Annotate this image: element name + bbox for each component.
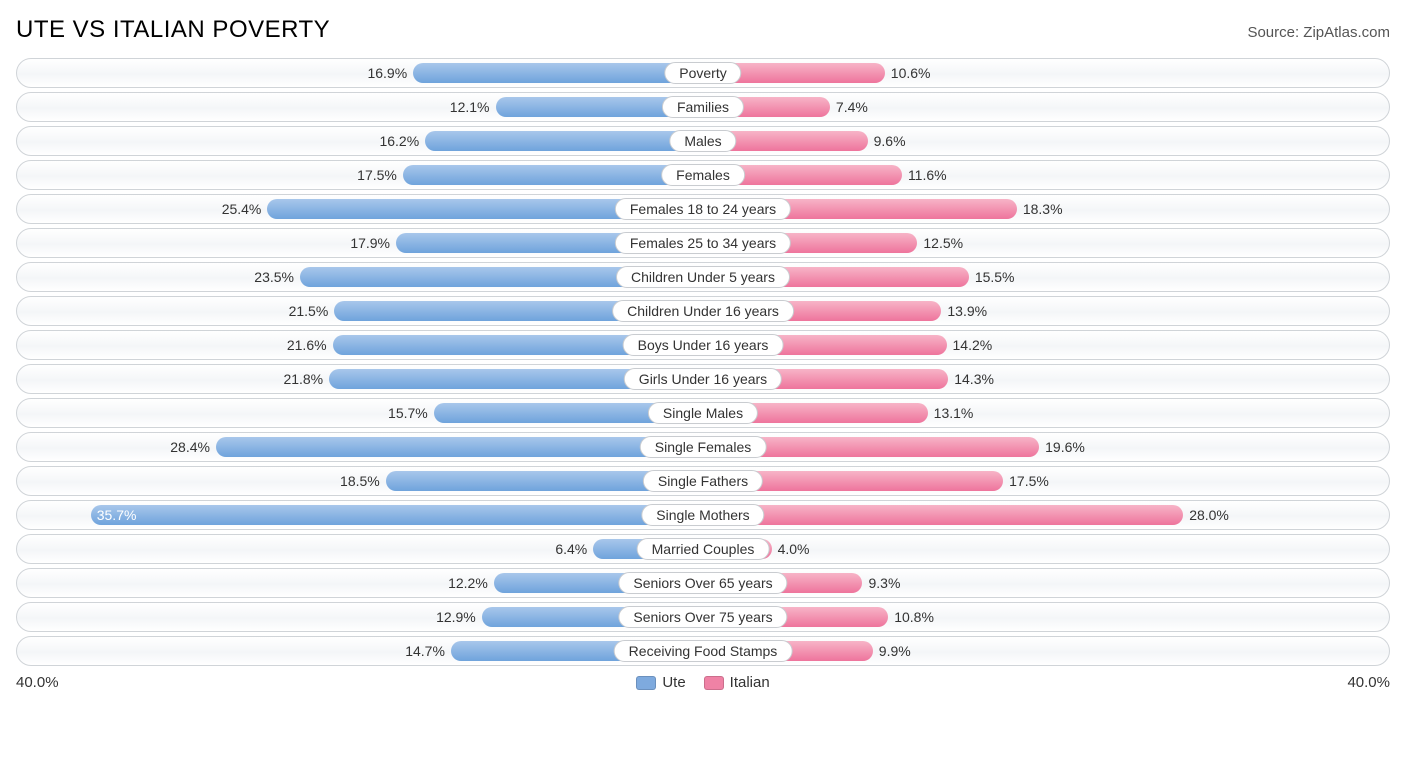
category-label: Seniors Over 75 years — [618, 606, 787, 628]
value-left: 17.5% — [17, 161, 403, 189]
bar-left — [91, 505, 703, 525]
chart-row: 12.1% 7.4% Families — [16, 92, 1390, 122]
chart-row: 12.9% 10.8% Seniors Over 75 years — [16, 602, 1390, 632]
value-left: 12.2% — [17, 569, 494, 597]
value-right: 9.9% — [873, 637, 1389, 665]
category-label: Married Couples — [637, 538, 770, 560]
category-label: Families — [662, 96, 744, 118]
chart-row: 12.2% 9.3% Seniors Over 65 years — [16, 568, 1390, 598]
value-left: 17.9% — [17, 229, 396, 257]
legend-item-right: Italian — [704, 674, 770, 691]
value-left: 15.7% — [17, 399, 434, 427]
category-label: Single Females — [640, 436, 767, 458]
chart-source: Source: ZipAtlas.com — [1247, 24, 1390, 41]
value-left: 16.2% — [17, 127, 425, 155]
value-right: 7.4% — [830, 93, 1389, 121]
value-right: 4.0% — [772, 535, 1389, 563]
value-right: 13.9% — [941, 297, 1389, 325]
chart-row: 25.4% 18.3% Females 18 to 24 years — [16, 194, 1390, 224]
category-label: Single Males — [648, 402, 758, 424]
value-right: 17.5% — [1003, 467, 1389, 495]
bar-left — [425, 131, 703, 151]
value-left: 16.9% — [17, 59, 413, 87]
value-left: 35.7% — [91, 501, 143, 529]
bar-left — [413, 63, 703, 83]
value-right: 10.6% — [885, 59, 1389, 87]
category-label: Single Fathers — [643, 470, 763, 492]
value-right: 12.5% — [917, 229, 1389, 257]
value-right: 9.3% — [862, 569, 1389, 597]
category-label: Single Mothers — [641, 504, 764, 526]
category-label: Boys Under 16 years — [623, 334, 784, 356]
category-label: Seniors Over 65 years — [618, 572, 787, 594]
category-label: Females — [661, 164, 745, 186]
value-left: 12.9% — [17, 603, 482, 631]
chart-row: 35.7% 28.0% Single Mothers — [16, 500, 1390, 530]
value-left: 12.1% — [17, 93, 496, 121]
chart-row: 23.5% 15.5% Children Under 5 years — [16, 262, 1390, 292]
bar-left — [403, 165, 703, 185]
value-right: 14.2% — [947, 331, 1389, 359]
value-left: 21.6% — [17, 331, 333, 359]
chart-row: 16.2% 9.6% Males — [16, 126, 1390, 156]
value-left: 21.5% — [17, 297, 334, 325]
chart-row: 6.4% 4.0%Married Couples — [16, 534, 1390, 564]
value-left: 25.4% — [17, 195, 267, 223]
chart-row: 15.7% 13.1% Single Males — [16, 398, 1390, 428]
value-right: 13.1% — [928, 399, 1389, 427]
legend-swatch-left — [636, 676, 656, 690]
value-right: 19.6% — [1039, 433, 1389, 461]
value-left: 6.4% — [17, 535, 593, 563]
value-right: 18.3% — [1017, 195, 1389, 223]
category-label: Males — [669, 130, 736, 152]
chart-row: 16.9% 10.6% Poverty — [16, 58, 1390, 88]
chart-legend: Ute Italian — [96, 674, 1310, 691]
legend-item-left: Ute — [636, 674, 685, 691]
chart-title: UTE VS ITALIAN POVERTY — [16, 16, 330, 44]
category-label: Poverty — [664, 62, 741, 84]
chart-rows: 16.9% 10.6% Poverty 12.1% 7.4% Families 16.2% 9… — [16, 58, 1390, 666]
category-label: Children Under 5 years — [616, 266, 790, 288]
chart-footer: 40.0% Ute Italian 40.0% — [16, 674, 1390, 691]
value-right: 15.5% — [969, 263, 1389, 291]
value-left: 18.5% — [17, 467, 386, 495]
value-left: 21.8% — [17, 365, 329, 393]
value-right: 9.6% — [868, 127, 1389, 155]
value-right: 10.8% — [888, 603, 1389, 631]
chart-row: 21.5% 13.9% Children Under 16 years — [16, 296, 1390, 326]
legend-label-right: Italian — [730, 674, 770, 691]
chart-row: 17.9% 12.5% Females 25 to 34 years — [16, 228, 1390, 258]
chart-row: 28.4% 19.6% Single Females — [16, 432, 1390, 462]
value-left: 28.4% — [17, 433, 216, 461]
bar-right — [703, 505, 1183, 525]
chart-row: 21.6% 14.2% Boys Under 16 years — [16, 330, 1390, 360]
value-right: 14.3% — [948, 365, 1389, 393]
chart-row: 14.7% 9.9% Receiving Food Stamps — [16, 636, 1390, 666]
chart-row: 17.5% 11.6% Females — [16, 160, 1390, 190]
axis-max-right: 40.0% — [1310, 674, 1390, 691]
category-label: Girls Under 16 years — [624, 368, 782, 390]
poverty-comparison-chart: UTE VS ITALIAN POVERTY Source: ZipAtlas.… — [0, 0, 1406, 703]
category-label: Females 18 to 24 years — [615, 198, 791, 220]
axis-max-left: 40.0% — [16, 674, 96, 691]
value-left: 23.5% — [17, 263, 300, 291]
category-label: Receiving Food Stamps — [614, 640, 793, 662]
value-left: 14.7% — [17, 637, 451, 665]
value-right: 11.6% — [902, 161, 1389, 189]
legend-label-left: Ute — [662, 674, 685, 691]
value-right: 28.0% — [1183, 501, 1389, 529]
category-label: Children Under 16 years — [612, 300, 794, 322]
bar-left — [216, 437, 703, 457]
chart-row: 21.8% 14.3% Girls Under 16 years — [16, 364, 1390, 394]
legend-swatch-right — [704, 676, 724, 690]
chart-row: 18.5% 17.5% Single Fathers — [16, 466, 1390, 496]
category-label: Females 25 to 34 years — [615, 232, 791, 254]
chart-header: UTE VS ITALIAN POVERTY Source: ZipAtlas.… — [16, 16, 1390, 44]
